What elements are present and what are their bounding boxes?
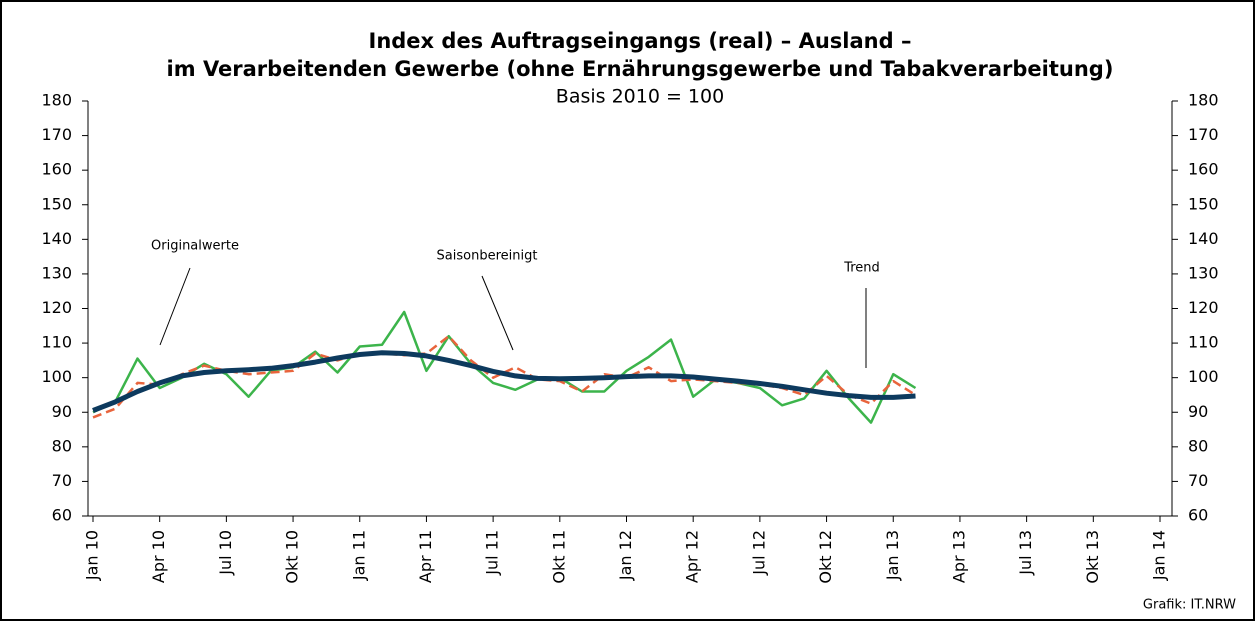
y2-tick-label: 150: [1188, 194, 1219, 213]
y2-tick-label: 130: [1188, 263, 1219, 282]
x-tick-label: Jul 11: [483, 530, 502, 576]
y-tick-label: 140: [41, 229, 72, 248]
x-tick-label: Jan 10: [83, 530, 102, 581]
y-tick-label: 160: [41, 160, 72, 179]
y2-tick-label: 80: [1188, 436, 1208, 455]
x-tick-label: Okt 11: [549, 530, 568, 584]
y2-tick-label: 70: [1188, 471, 1208, 490]
x-tick-label: Jan 13: [883, 530, 902, 581]
y-tick-label: 70: [52, 471, 72, 490]
source: Grafik: IT.NRW: [1143, 598, 1236, 613]
x-tick-label: Jul 13: [1016, 530, 1035, 576]
annotation-line: [481, 275, 514, 351]
y2-tick-label: 60: [1188, 506, 1208, 525]
x-tick-label: Apr 10: [149, 530, 168, 583]
series-label: Originalwerte: [151, 239, 239, 254]
x-tick-label: Apr 13: [949, 530, 968, 583]
y-tick-label: 110: [41, 333, 72, 352]
chart-title: Index des Auftragseingangs (real) – Ausl…: [369, 29, 912, 53]
y-tick-label: 80: [52, 436, 72, 455]
y2-tick-label: 100: [1188, 367, 1219, 386]
y-tick-label: 170: [41, 125, 72, 144]
y2-tick-label: 140: [1188, 229, 1219, 248]
x-tick-label: Jan 11: [349, 530, 368, 581]
y-tick-label: 130: [41, 263, 72, 282]
y-tick-label: 90: [52, 402, 72, 421]
series-label: Trend: [843, 261, 880, 276]
y2-tick-label: 170: [1188, 125, 1219, 144]
y2-tick-label: 180: [1188, 91, 1219, 110]
y2-tick-label: 120: [1188, 298, 1219, 317]
x-tick-label: Apr 12: [683, 530, 702, 583]
y-tick-label: 60: [52, 506, 72, 525]
y2-tick-label: 90: [1188, 402, 1208, 421]
y-tick-label: 180: [41, 91, 72, 110]
y-tick-label: 120: [41, 298, 72, 317]
series-label: Saisonbereinigt: [437, 249, 538, 264]
x-tick-label: Okt 10: [283, 530, 302, 584]
series-line: [92, 350, 916, 413]
x-tick-label: Apr 11: [416, 530, 435, 583]
chart-subtitle: Basis 2010 = 100: [556, 86, 724, 108]
x-tick-label: Okt 12: [816, 530, 835, 584]
x-tick-label: Jan 14: [1150, 530, 1169, 581]
y-tick-label: 150: [41, 194, 72, 213]
x-tick-label: Jul 12: [749, 530, 768, 576]
y-tick-label: 100: [41, 367, 72, 386]
x-tick-label: Jul 10: [216, 530, 235, 576]
y2-tick-label: 160: [1188, 160, 1219, 179]
series-line: [92, 310, 917, 424]
chart-title: im Verarbeitenden Gewerbe (ohne Ernährun…: [167, 57, 1114, 81]
annotation-line: [159, 267, 191, 346]
x-tick-label: Okt 13: [1083, 530, 1102, 584]
x-tick-label: Jan 12: [616, 530, 635, 581]
y2-tick-label: 110: [1188, 333, 1219, 352]
